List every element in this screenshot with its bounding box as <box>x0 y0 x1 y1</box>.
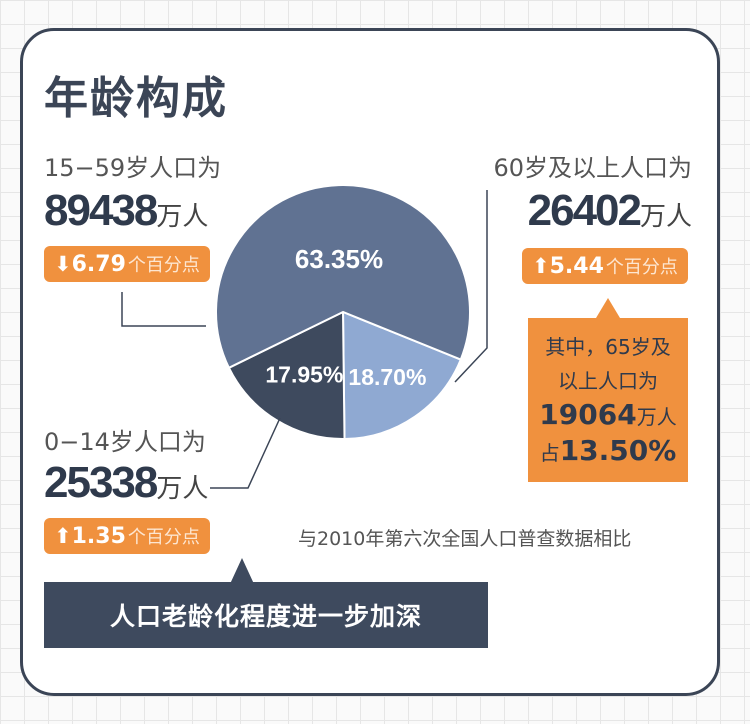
pie-slice-children <box>227 310 346 440</box>
change-value: 1.35 <box>71 523 126 549</box>
orange-box-pointer <box>596 298 620 318</box>
value-unit: 万人 <box>156 201 209 231</box>
working-age-value: 89438万人 <box>44 186 208 236</box>
up-arrow-icon: ⬆ <box>532 254 550 278</box>
down-arrow-icon: ⬇ <box>54 252 72 276</box>
slice-label-working: 63.35% <box>295 244 383 274</box>
leader-line-working <box>121 292 206 327</box>
elderly-label: 60岁及以上人口为 <box>493 154 692 182</box>
change-unit: 个百分点 <box>127 527 200 548</box>
value-number: 89438 <box>44 186 158 235</box>
elderly-change-badge: ⬆ 5.44 个百分点 <box>522 248 688 284</box>
change-unit: 个百分点 <box>605 257 678 278</box>
up-arrow-icon: ⬆ <box>54 524 72 548</box>
slice-label-children: 17.95% <box>265 362 343 388</box>
slice-label-elderly: 18.70% <box>348 364 426 390</box>
leader-line-children <box>210 417 281 489</box>
over65-line1: 其中，65岁及 <box>545 335 671 359</box>
over65-value: 19064万人 <box>528 398 688 434</box>
pie-slice-working <box>215 184 471 370</box>
dark-box-pointer <box>230 558 254 584</box>
conclusion-banner: 人口老龄化程度进一步加深 <box>44 582 488 648</box>
over65-share: 占13.50% <box>528 434 688 470</box>
elderly-value: 26402万人 <box>528 186 692 236</box>
value-unit: 万人 <box>636 405 677 429</box>
children-value: 25338万人 <box>44 458 208 508</box>
value-number: 26402 <box>527 186 642 235</box>
pie-slice-elderly <box>341 310 463 441</box>
comparison-note: 与2010年第六次全国人口普查数据相比 <box>298 528 632 550</box>
change-unit: 个百分点 <box>127 255 200 276</box>
children-change-badge: ⬆ 1.35 个百分点 <box>44 518 210 554</box>
value-number: 25338 <box>44 458 158 507</box>
children-label: 0−14岁人口为 <box>44 428 206 456</box>
value-unit: 万人 <box>639 201 692 231</box>
change-value: 5.44 <box>549 253 604 279</box>
share-prefix: 占 <box>539 441 560 465</box>
over65-line2: 以上人口为 <box>558 369 658 393</box>
value-number: 19064 <box>539 398 637 431</box>
value-unit: 万人 <box>156 473 209 503</box>
change-value: 6.79 <box>71 251 126 277</box>
working-age-label: 15−59岁人口为 <box>44 154 222 182</box>
leader-line-elderly <box>454 190 488 383</box>
working-change-badge: ⬇ 6.79 个百分点 <box>44 246 210 282</box>
over65-box: 其中，65岁及 以上人口为 19064万人 占13.50% <box>528 318 688 482</box>
page-title: 年龄构成 <box>44 73 228 124</box>
share-value: 13.50% <box>559 434 677 467</box>
